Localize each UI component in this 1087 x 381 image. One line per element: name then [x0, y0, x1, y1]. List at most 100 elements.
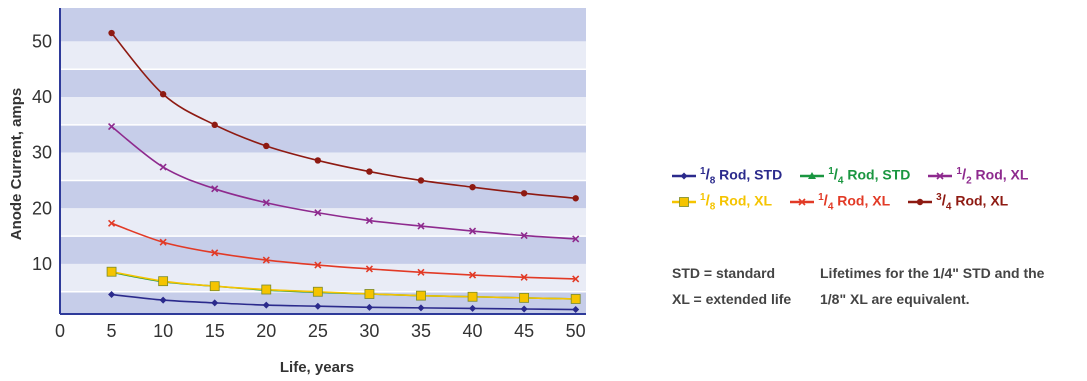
data-point: [211, 249, 219, 257]
legend-label: 1/4 Rod, STD: [828, 165, 911, 187]
data-point: [916, 198, 924, 206]
x-tick-label: 50: [566, 321, 586, 341]
y-axis-title: Anode Current, amps: [8, 88, 25, 241]
remark-line-2: 1/8" XL are equivalent.: [820, 291, 970, 307]
y-tick-label: 30: [32, 143, 52, 163]
data-point: [520, 273, 528, 281]
x-tick-label: 35: [411, 321, 431, 341]
legend-entry: 3/4 Rod, XL: [908, 192, 1008, 212]
data-point: [798, 198, 806, 206]
legend-swatch: [790, 198, 815, 206]
data-point: [416, 290, 426, 301]
series: [108, 29, 579, 202]
x-tick-labels: 0 5 10 15 20 25 30 35 40 45 50: [55, 321, 586, 341]
x-tick-label: 5: [107, 321, 117, 341]
data-point: [209, 281, 220, 292]
series: [106, 266, 581, 304]
legend-swatch: [908, 198, 933, 206]
legend-label: 1/4 Rod, XL: [818, 191, 891, 213]
data-point: [936, 172, 944, 180]
grid-bands: [60, 8, 586, 314]
data-point: [108, 29, 115, 37]
data-point: [570, 294, 581, 304]
data-point: [159, 91, 167, 98]
legend-label: 1/8 Rod, XL: [700, 191, 773, 213]
x-tick-label: 20: [256, 321, 276, 341]
data-point: [365, 216, 373, 225]
x-tick-label: 10: [153, 321, 173, 341]
data-point: [366, 168, 373, 175]
grid-band: [60, 8, 586, 42]
data-point: [417, 268, 425, 276]
x-tick-label: 25: [308, 321, 328, 341]
data-point: [679, 197, 689, 207]
x-tick-label: 30: [359, 321, 379, 341]
series-line: [111, 222, 576, 280]
xl-abbreviation: XL = extended life: [672, 291, 792, 307]
y-tick-label: 50: [32, 31, 52, 51]
legend-swatch: [672, 172, 696, 180]
data-point: [262, 199, 270, 207]
grid-band: [60, 208, 586, 237]
anode-current-chart: 10 20 30 40 50 0 5 10 15 20 25 30 35 40 45 50 Life, ye…: [8, 8, 586, 376]
data-point: [108, 291, 116, 299]
grid-band: [60, 69, 586, 98]
data-point: [680, 172, 688, 180]
data-point: [158, 276, 169, 287]
data-point: [417, 304, 425, 312]
grid-band: [60, 41, 586, 70]
legend-row: 1/8 Rod, STD 1/4 Rod, STD 1/2 Rod, XL: [672, 163, 1072, 189]
legend-entry: 1/4 Rod, XL: [790, 192, 890, 212]
data-point: [365, 265, 373, 273]
data-point: [159, 296, 167, 304]
data-point: [417, 177, 425, 184]
data-point: [261, 284, 272, 295]
data-point: [312, 286, 323, 297]
data-point: [211, 299, 219, 307]
legend-row: 1/8 Rod, XL 1/4 Rod, XL 3/4 Rod, XL: [672, 189, 1072, 215]
legend-entry: 1/8 Rod, STD: [672, 166, 782, 186]
data-point: [364, 289, 375, 299]
x-tick-label: 45: [514, 321, 534, 341]
data-point: [262, 301, 270, 309]
grid-band: [60, 180, 586, 209]
chart-notes: STD = standard XL = extended life Lifeti…: [672, 260, 1082, 312]
legend-label: 1/8 Rod, STD: [700, 165, 783, 187]
legend-label: 1/2 Rod, XL: [956, 165, 1029, 187]
data-point: [572, 195, 579, 202]
data-point: [211, 121, 218, 129]
data-point: [263, 142, 270, 150]
abbreviation-notes: STD = standard XL = extended life: [672, 260, 820, 312]
y-tick-label: 20: [32, 198, 52, 218]
data-point: [469, 183, 476, 191]
data-point: [417, 222, 425, 230]
x-axis-title: Life, years: [280, 359, 354, 376]
data-point: [469, 304, 477, 312]
data-point: [314, 261, 322, 269]
grid-band: [60, 236, 586, 264]
x-tick-label: 15: [205, 321, 225, 341]
data-point: [572, 306, 580, 314]
data-point: [365, 303, 373, 311]
data-point: [520, 190, 528, 197]
data-point: [520, 305, 528, 313]
series: [108, 291, 580, 314]
equivalence-remark: Lifetimes for the 1/4" STD and the 1/8" …: [820, 260, 1080, 312]
data-point: [314, 302, 322, 310]
y-tick-label: 40: [32, 87, 52, 107]
data-point: [314, 157, 322, 164]
legend-label: 3/4 Rod, XL: [936, 191, 1009, 213]
grid-band: [60, 152, 586, 181]
chart-legend: 1/8 Rod, STD 1/4 Rod, STD 1/2 Rod, XL 1/8 R…: [672, 163, 1072, 215]
data-point: [159, 163, 167, 171]
data-point: [520, 231, 528, 240]
data-point: [108, 122, 116, 131]
x-tick-label: 0: [55, 321, 65, 341]
series-lines: [106, 29, 581, 314]
series-line: [110, 32, 576, 200]
legend-swatch: [928, 172, 953, 180]
data-point: [808, 171, 817, 179]
legend-entry: 1/4 Rod, STD: [800, 166, 910, 186]
data-point: [106, 266, 117, 277]
y-tick-labels: 10 20 30 40 50: [32, 31, 52, 274]
